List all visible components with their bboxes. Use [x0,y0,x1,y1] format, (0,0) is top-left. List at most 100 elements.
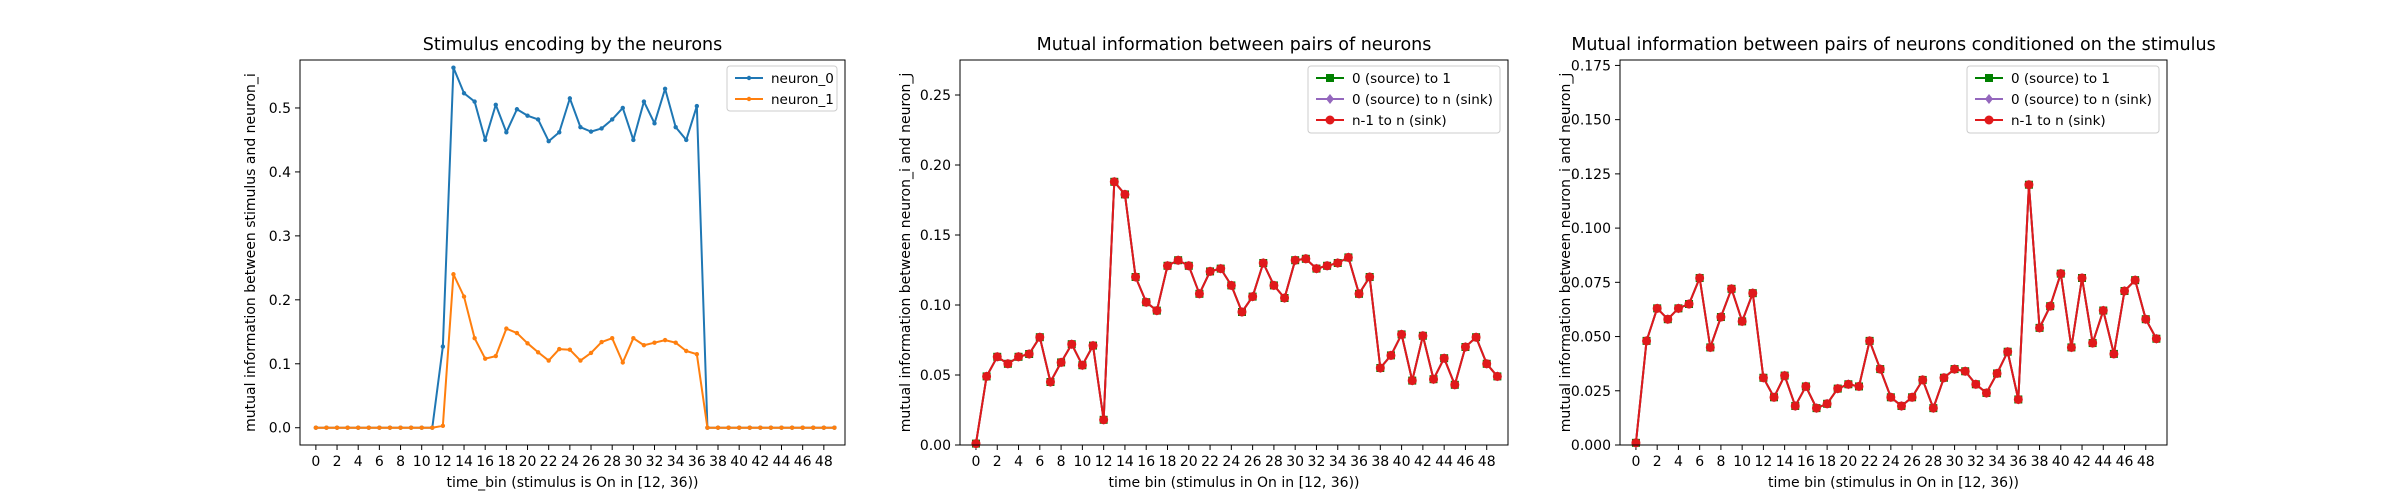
x-tick-label: 40 [730,454,748,470]
data-point [1333,258,1343,268]
series-0-source-to-n-sink- [971,176,1502,449]
y-tick-label: 0.2 [269,293,291,309]
series-line [1634,183,2158,443]
data-point [1769,392,1779,402]
x-tick-label: 10 [1733,454,1751,470]
data-point [1258,258,1268,268]
data-point [1141,297,1151,307]
data-point [535,350,541,355]
data-point [1216,264,1226,274]
x-tick-label: 42 [2073,454,2091,470]
data-point [811,425,816,430]
data-point [1652,303,1662,313]
x-tick-label: 48 [1478,454,1496,470]
data-point [652,340,657,345]
data-point [684,348,689,354]
x-tick-label: 46 [1457,454,1475,470]
data-point [2024,180,2034,190]
y-tick-label: 0.075 [1571,275,1611,291]
data-point [557,346,562,352]
chart-panel-2: Mutual information between pairs of neur… [898,35,1509,491]
x-tick-label: 0 [311,454,320,470]
legend-marker [746,96,752,102]
data-point [546,139,551,144]
data-point [514,107,520,112]
x-tick-label: 4 [1014,454,1023,470]
data-point [1907,392,1917,402]
data-point [1960,366,1970,376]
data-point [377,425,382,430]
data-point [1716,312,1726,322]
data-point [546,358,551,363]
data-point [1173,255,1183,265]
data-point [1067,339,1077,349]
data-point [1950,364,1960,374]
plot-frame [1619,59,2168,446]
y-axis-label: mutual information between neuron_i and … [1558,73,1574,433]
data-point [557,130,562,135]
x-tick-label: 4 [1674,454,1683,470]
x-axis-label: time_bin (stimulus is On in [12, 36)) [447,475,699,491]
x-tick-label: 28 [1924,454,1942,470]
data-point [1397,329,1407,339]
data-point [1184,261,1194,271]
data-point [599,339,604,345]
data-point [715,425,721,430]
series-line [1634,183,2158,443]
plot-frame [959,59,1509,446]
data-point [768,425,774,430]
data-point [1886,392,1896,402]
data-point [1727,284,1737,294]
data-point [1896,401,1906,411]
data-point [726,425,731,430]
data-point [1035,332,1045,342]
series-line [974,180,1499,444]
x-tick-label: 26 [582,454,600,470]
data-point [535,117,541,122]
data-point [578,124,583,130]
x-tick-label: 22 [1861,454,1879,470]
legend-label: n-1 to n (sink) [1352,113,1447,129]
data-point [419,425,424,430]
data-point [588,350,594,356]
legend-marker [1326,74,1334,82]
data-point [652,121,657,126]
legend-label: 0 (source) to 1 [2011,71,2110,87]
x-tick-label: 44 [1435,454,1453,470]
y-tick-label: 0.5 [269,101,291,117]
y-tick-label: 0.125 [1571,167,1611,183]
x-axis-label: time bin (stimulus in On in [12, 36)) [1108,475,1359,491]
x-tick-label: 12 [1754,454,1772,470]
data-point [1790,401,1800,411]
legend-label: n-1 to n (sink) [2011,113,2106,129]
x-tick-label: 6 [375,454,384,470]
x-tick-label: 24 [1222,454,1240,470]
legend-marker [1985,74,1993,82]
data-point [1492,371,1502,381]
data-point [609,117,615,122]
data-point [779,425,784,430]
data-point [1758,373,1768,383]
x-tick-label: 4 [354,454,363,470]
data-point [1120,189,1130,199]
legend: 0 (source) to 1 0 (source) to n (sink) n-1… [1966,65,2160,134]
data-point [1439,353,1449,363]
x-tick-label: 14 [455,454,473,470]
x-tick-label: 42 [1414,454,1432,470]
data-point [334,425,340,430]
legend-marker [1984,115,1994,125]
data-point [1737,316,1747,326]
data-point [366,425,371,430]
data-point [662,86,668,91]
x-tick-label: 0 [1631,454,1640,470]
data-point [2003,347,2013,357]
data-point [736,425,742,430]
series-line [974,180,1499,444]
data-point [1631,438,1641,448]
data-point [1024,349,1034,359]
data-point [451,272,456,277]
x-tick-label: 34 [1329,454,1347,470]
x-tick-label: 26 [1244,454,1262,470]
y-axis-label: mutual information between stimulus and … [243,73,259,432]
